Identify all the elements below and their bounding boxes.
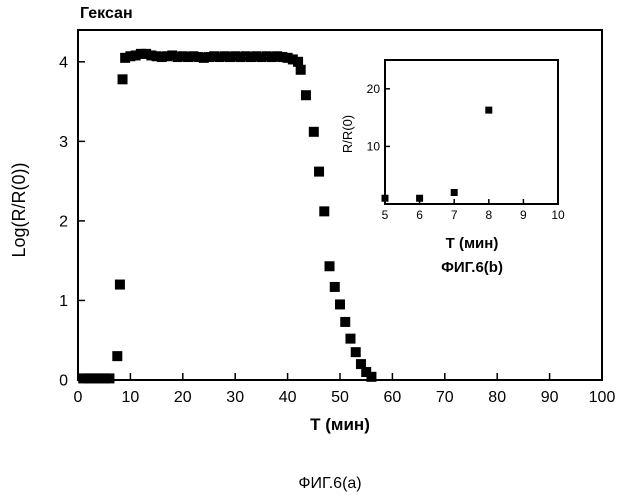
inset-x-axis-label: T (мин) xyxy=(446,235,499,252)
data-point xyxy=(296,65,306,75)
data-point xyxy=(366,372,376,382)
x-tick-label: 60 xyxy=(384,389,402,406)
figure-caption-b: ФИГ.6(b) xyxy=(441,259,503,276)
data-point xyxy=(309,127,319,137)
y-tick-label: 3 xyxy=(59,134,68,151)
chart-title: Гексан xyxy=(80,5,133,22)
data-point xyxy=(335,299,345,309)
data-point xyxy=(319,206,329,216)
data-point xyxy=(451,189,458,196)
data-point xyxy=(382,195,389,202)
figure-caption-a: ФИГ.6(a) xyxy=(298,475,361,492)
y-tick-label: 2 xyxy=(59,214,68,231)
x-tick-label: 40 xyxy=(279,389,297,406)
y-tick-label: 1 xyxy=(59,293,68,310)
data-point xyxy=(416,195,423,202)
y-tick-label: 4 xyxy=(59,54,68,71)
x-tick-label: 0 xyxy=(74,389,83,406)
inset-plot-frame xyxy=(385,60,558,204)
inset-chart: 5 6 7 8 9 10 10 20 T (мин) R/R(0) ФИГ.6(b) xyxy=(340,60,565,276)
x-tick-label: 70 xyxy=(436,389,454,406)
x-tick-label: 10 xyxy=(122,389,140,406)
data-point xyxy=(301,90,311,100)
data-point xyxy=(115,280,125,290)
data-point xyxy=(112,351,122,361)
main-data-points xyxy=(78,49,376,384)
x-tick-label: 80 xyxy=(488,389,506,406)
x-tick-label: 30 xyxy=(226,389,244,406)
x-tick-label: 20 xyxy=(174,389,192,406)
data-point xyxy=(118,74,128,84)
x-tick-label: 6 xyxy=(416,208,423,222)
inset-y-axis-label: R/R(0) xyxy=(340,115,355,153)
x-tick-label: 7 xyxy=(451,208,458,222)
data-point xyxy=(325,261,335,271)
x-tick-label: 100 xyxy=(589,389,616,406)
x-tick-label: 9 xyxy=(520,208,527,222)
y-tick-label: 0 xyxy=(59,373,68,390)
x-tick-label: 5 xyxy=(382,208,389,222)
x-tick-label: 90 xyxy=(541,389,559,406)
x-tick-label: 10 xyxy=(551,208,565,222)
y-tick-label: 20 xyxy=(367,82,381,96)
y-tick-label: 10 xyxy=(367,140,381,154)
data-point xyxy=(485,107,492,114)
data-point xyxy=(345,334,355,344)
data-point xyxy=(330,282,340,292)
y-axis-label: Log(R/R(0)) xyxy=(9,162,29,257)
data-point xyxy=(104,373,114,383)
x-tick-label: 8 xyxy=(485,208,492,222)
data-point xyxy=(351,347,361,357)
data-point xyxy=(314,167,324,177)
data-point xyxy=(340,317,350,327)
x-tick-label: 50 xyxy=(331,389,349,406)
x-axis-label: T (мин) xyxy=(310,415,370,434)
